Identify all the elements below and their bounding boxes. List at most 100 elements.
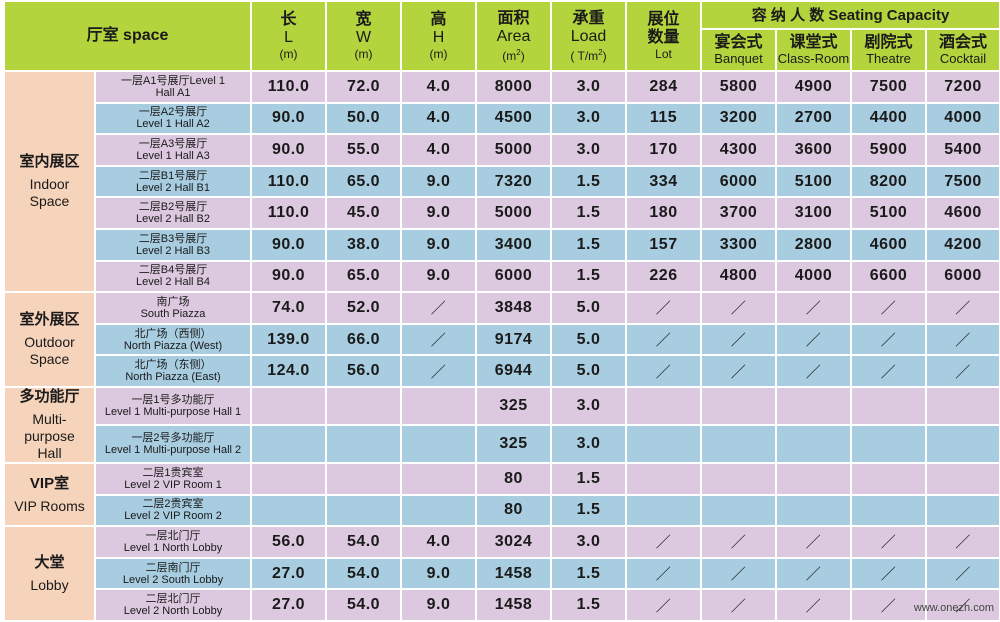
cell-load: 3.0 <box>552 103 626 134</box>
cell-lot: ／ <box>627 356 701 386</box>
table-row: 二层南门厅 Level 2 South Lobby 27.0 54.0 9.0 1458 1… <box>5 558 1000 589</box>
group-label-vip: VIP室 VIP Rooms <box>5 463 94 526</box>
cell-h <box>402 463 476 494</box>
group-label-lobby: 大堂 Lobby <box>5 527 94 620</box>
cell-w: 55.0 <box>327 135 401 165</box>
cell-theatre <box>852 463 926 494</box>
cell-banquet <box>702 425 776 462</box>
cell-theatre: 4600 <box>852 229 926 260</box>
cell-w: 54.0 <box>327 590 401 620</box>
hall-name: 一层1号多功能厅 Level 1 Multi-purpose Hall 1 <box>96 387 251 424</box>
cell-h <box>402 425 476 462</box>
hall-name: 北广场（东侧） North Piazza (East) <box>96 356 251 386</box>
cell-h <box>402 387 476 424</box>
group-label-indoor: 室内展区 Indoor Space <box>5 72 94 292</box>
hall-name: 二层B4号展厅 Level 2 Hall B4 <box>96 261 251 292</box>
cell-load: 5.0 <box>552 293 626 323</box>
cell-area: 4500 <box>477 103 551 134</box>
cell-h: 9.0 <box>402 590 476 620</box>
cell-lot: 170 <box>627 135 701 165</box>
cell-cocktail <box>927 495 1000 526</box>
cell-l: 110.0 <box>252 72 326 102</box>
cell-l <box>252 425 326 462</box>
cell-theatre: 7500 <box>852 72 926 102</box>
table-row: 二层北门厅 Level 2 North Lobby 27.0 54.0 9.0 1458 1… <box>5 590 1000 620</box>
cell-w: 52.0 <box>327 293 401 323</box>
cell-cocktail: ／ <box>927 356 1000 386</box>
hall-name: 二层B1号展厅 Level 2 Hall B1 <box>96 166 251 197</box>
cell-banquet: 3200 <box>702 103 776 134</box>
cell-classroom <box>777 495 851 526</box>
cell-theatre: ／ <box>852 324 926 355</box>
cell-banquet: 3300 <box>702 229 776 260</box>
cell-banquet: 4300 <box>702 135 776 165</box>
hall-name: 二层B3号展厅 Level 2 Hall B3 <box>96 229 251 260</box>
cell-theatre: 4400 <box>852 103 926 134</box>
header-seating-capacity: 容 纳 人 数 Seating Capacity <box>702 2 1000 28</box>
cell-area: 6000 <box>477 261 551 292</box>
cell-load: 5.0 <box>552 356 626 386</box>
cell-lot: 334 <box>627 166 701 197</box>
cell-cocktail: 4000 <box>927 103 1000 134</box>
cell-theatre: ／ <box>852 590 926 620</box>
venue-spec-table: 厅室 space 长 L (m) 宽 W (m) 高 H (m) 面积 Area (m2) 承重… <box>3 0 1000 622</box>
hall-name: 南广场 South Piazza <box>96 293 251 323</box>
header-theatre: 剧院式 Theatre <box>852 30 926 70</box>
cell-l: 139.0 <box>252 324 326 355</box>
cell-load: 1.5 <box>552 166 626 197</box>
cell-l: 90.0 <box>252 135 326 165</box>
cell-area: 5000 <box>477 198 551 228</box>
cell-classroom: ／ <box>777 356 851 386</box>
cell-h: 9.0 <box>402 166 476 197</box>
hall-name: 一层A1号展厅Level 1 Hall A1 <box>96 72 251 102</box>
cell-cocktail: ／ <box>927 558 1000 589</box>
header-length: 长 L (m) <box>252 2 326 70</box>
cell-load: 3.0 <box>552 72 626 102</box>
cell-lot: 115 <box>627 103 701 134</box>
hall-name: 一层A2号展厅 Level 1 Hall A2 <box>96 103 251 134</box>
cell-w: 54.0 <box>327 558 401 589</box>
cell-area: 325 <box>477 387 551 424</box>
cell-w: 56.0 <box>327 356 401 386</box>
cell-h: 9.0 <box>402 558 476 589</box>
cell-load: 1.5 <box>552 261 626 292</box>
hall-name: 二层B2号展厅 Level 2 Hall B2 <box>96 198 251 228</box>
cell-lot: 180 <box>627 198 701 228</box>
cell-cocktail: 7500 <box>927 166 1000 197</box>
cell-lot: 226 <box>627 261 701 292</box>
header-area: 面积 Area (m2) <box>477 2 551 70</box>
cell-lot: 157 <box>627 229 701 260</box>
cell-cocktail: ／ <box>927 324 1000 355</box>
hall-name: 二层北门厅 Level 2 North Lobby <box>96 590 251 620</box>
table-row: 室内展区 Indoor Space 一层A1号展厅Level 1 Hall A1 110.… <box>5 72 1000 292</box>
cell-lot: ／ <box>627 527 701 557</box>
cell-w: 45.0 <box>327 198 401 228</box>
table-row: 一层2号多功能厅 Level 1 Multi-purpose Hall 2 325 3… <box>5 425 1000 462</box>
cell-classroom: 3100 <box>777 198 851 228</box>
cell-load: 3.0 <box>552 135 626 165</box>
cell-cocktail: 4600 <box>927 198 1000 228</box>
table-row: 室外展区 Outdoor Space 南广场 South Piazza 74.0 52.0 ／… <box>5 293 1000 386</box>
cell-l: 90.0 <box>252 229 326 260</box>
cell-banquet: ／ <box>702 356 776 386</box>
cell-cocktail: ／ <box>927 590 1000 620</box>
cell-banquet <box>702 495 776 526</box>
cell-cocktail <box>927 425 1000 462</box>
hall-name: 一层北门厅 Level 1 North Lobby <box>96 527 251 557</box>
cell-cocktail: ／ <box>927 293 1000 323</box>
cell-area: 7320 <box>477 166 551 197</box>
cell-banquet <box>702 463 776 494</box>
table-row: 一层A2号展厅 Level 1 Hall A2 90.0 50.0 4.0 4500 3.0… <box>5 103 1000 134</box>
cell-cocktail: 6000 <box>927 261 1000 292</box>
cell-classroom: ／ <box>777 558 851 589</box>
cell-cocktail: 4200 <box>927 229 1000 260</box>
cell-l: 27.0 <box>252 590 326 620</box>
cell-l: 90.0 <box>252 103 326 134</box>
cell-h <box>402 495 476 526</box>
cell-banquet: ／ <box>702 590 776 620</box>
cell-banquet <box>702 387 776 424</box>
cell-area: 8000 <box>477 72 551 102</box>
cell-lot <box>627 463 701 494</box>
cell-load: 1.5 <box>552 198 626 228</box>
hall-name: 二层1贵宾室 Level 2 VIP Room 1 <box>96 463 251 494</box>
